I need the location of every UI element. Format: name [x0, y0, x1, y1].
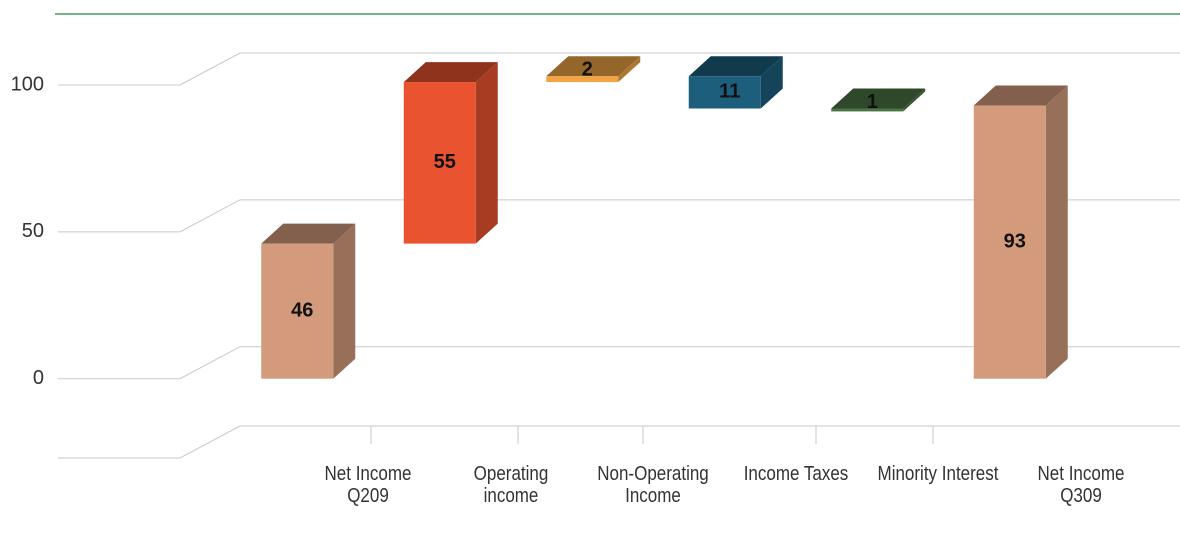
value-label: 2	[582, 58, 593, 80]
bar	[546, 76, 619, 83]
bar-top	[831, 88, 926, 109]
floor-line	[58, 425, 1180, 459]
bar-top	[688, 56, 783, 77]
y-tick-label: 100	[11, 73, 44, 95]
bar	[973, 105, 1046, 379]
x-tick-label: Net Income Q209	[324, 463, 412, 507]
grid-line	[58, 346, 1180, 380]
bar-side	[475, 62, 498, 244]
x-tick-label: Operating income	[473, 463, 549, 507]
bar-side	[1045, 85, 1068, 379]
x-tick-label: Non-Operating Income	[597, 463, 710, 507]
value-label: 1	[867, 91, 878, 113]
bar-top	[546, 56, 641, 77]
x-tick-label: Net Income Q309	[1037, 463, 1125, 507]
bar-side	[760, 56, 783, 109]
bar-top	[973, 85, 1068, 106]
bar	[261, 243, 334, 379]
y-tick-label: 50	[22, 220, 44, 242]
bar-top	[403, 62, 498, 83]
bar	[403, 82, 476, 244]
bar-top	[261, 223, 356, 244]
bar-side	[618, 56, 641, 83]
grid-line	[58, 199, 1180, 233]
x-tick-label: Minority Interest	[877, 463, 999, 485]
value-label: 46	[291, 299, 313, 321]
value-label: 93	[1004, 230, 1026, 252]
value-label: 55	[434, 151, 456, 173]
y-tick-label: 0	[33, 367, 44, 389]
bar-side	[333, 223, 356, 379]
x-tick-label: Income Taxes	[743, 463, 849, 485]
bar	[831, 108, 904, 112]
bar-side	[903, 88, 926, 112]
bar	[688, 76, 761, 109]
value-label: 11	[719, 81, 740, 103]
grid-line	[58, 52, 1180, 86]
